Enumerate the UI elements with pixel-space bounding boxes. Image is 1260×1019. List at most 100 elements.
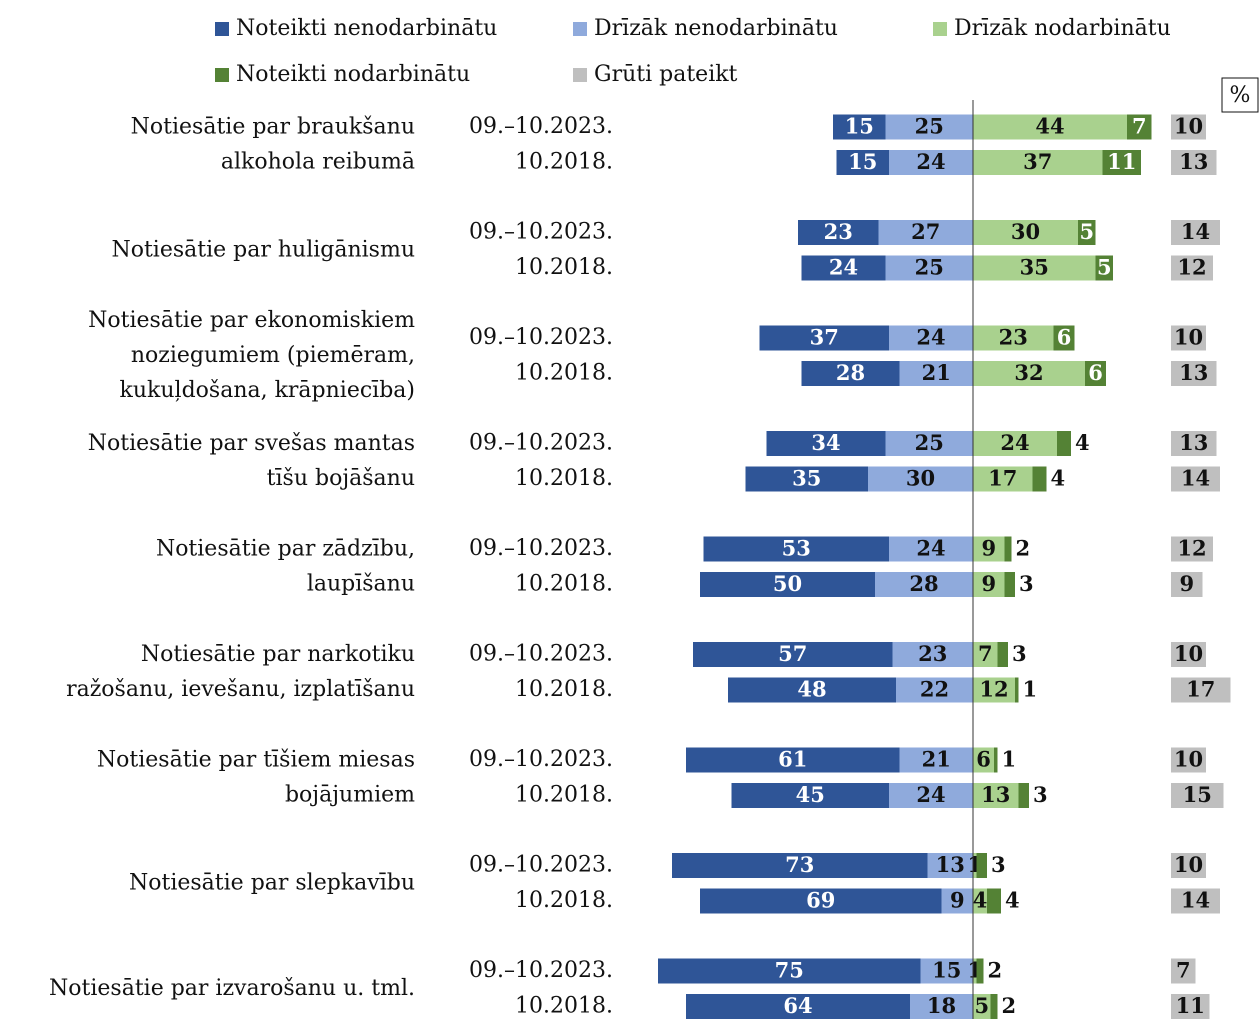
value-label: 13 xyxy=(1179,360,1208,385)
bar-segment xyxy=(1171,783,1224,808)
value-label: 12 xyxy=(1177,255,1206,280)
value-label: 12 xyxy=(979,677,1008,702)
period-label: 09.–10.2023. xyxy=(469,220,613,245)
bar-segment xyxy=(927,853,973,878)
value-label: 27 xyxy=(911,219,940,244)
bar-segment xyxy=(987,888,1001,914)
value-label: 44 xyxy=(1035,114,1064,139)
value-label: 24 xyxy=(916,149,945,174)
category-label: Notiesātie par braukšanu xyxy=(131,114,415,139)
category-label: Notiesātie par tīšiem miesas xyxy=(97,747,415,772)
period-label: 09.–10.2023. xyxy=(469,747,613,772)
bar-segment xyxy=(693,642,893,667)
bar-segment xyxy=(973,466,1033,492)
bar-segment xyxy=(1102,150,1141,175)
value-label: 28 xyxy=(836,360,865,385)
value-label: 7 xyxy=(1132,114,1147,139)
category-label: tīšu bojāšanu xyxy=(267,466,415,491)
category-label: alkohola reibumā xyxy=(221,149,415,174)
value-label: 6 xyxy=(1088,360,1103,385)
value-label: 9 xyxy=(981,536,996,561)
value-label: 37 xyxy=(1023,149,1052,174)
unit-label: % xyxy=(1230,83,1251,108)
bar-segment xyxy=(878,220,973,245)
category-label: Notiesātie par svešas mantas xyxy=(88,431,415,456)
category-label: Notiesātie par huligānismu xyxy=(111,237,415,262)
value-label: 10 xyxy=(1174,852,1203,877)
value-label: 69 xyxy=(806,888,835,913)
bar-segment xyxy=(875,572,973,597)
period-label: 10.2018. xyxy=(515,361,613,386)
period-label: 09.–10.2023. xyxy=(469,325,613,350)
period-label: 09.–10.2023. xyxy=(469,958,613,983)
bar-segment xyxy=(686,994,910,1019)
period-label: 10.2018. xyxy=(515,255,613,280)
bar-segment xyxy=(973,572,1005,597)
value-label: 24 xyxy=(829,255,858,280)
bar-segment xyxy=(798,220,879,245)
value-label: 2 xyxy=(988,958,1003,983)
value-label: 4 xyxy=(973,888,988,913)
value-label: 21 xyxy=(922,360,951,385)
period-label: 10.2018. xyxy=(515,150,613,175)
value-label: 13 xyxy=(981,782,1010,807)
bar-segment xyxy=(973,431,1057,456)
value-label: 25 xyxy=(915,255,944,280)
value-label: 50 xyxy=(773,571,802,596)
category-label: Notiesātie par narkotiku xyxy=(141,642,415,667)
bar-segment xyxy=(994,747,998,773)
value-label: 15 xyxy=(932,958,961,983)
bar-segment xyxy=(1171,888,1220,914)
bar-segment xyxy=(745,466,868,492)
bar-segment xyxy=(997,642,1008,667)
bar-segment xyxy=(896,677,973,703)
legend-label: Noteikti nenodarbinātu xyxy=(236,16,497,41)
bar-segment xyxy=(1085,361,1106,386)
bar-segment xyxy=(1171,466,1220,492)
value-label: 5 xyxy=(974,993,989,1018)
category-label: laupīšanu xyxy=(307,571,415,596)
value-label: 6 xyxy=(1057,325,1072,350)
value-label: 9 xyxy=(950,888,965,913)
value-label: 53 xyxy=(782,536,811,561)
bar-segment xyxy=(1057,431,1071,456)
bar-segment xyxy=(1171,677,1231,703)
bar-segment xyxy=(920,958,973,984)
legend-swatch xyxy=(215,68,229,82)
value-label: 13 xyxy=(936,852,965,877)
bar-segment xyxy=(1171,431,1217,456)
value-label: 28 xyxy=(909,571,938,596)
value-label: 30 xyxy=(906,466,935,491)
period-label: 10.2018. xyxy=(515,466,613,491)
legend-label: Drīzāk nenodarbinātu xyxy=(594,16,838,41)
category-label: Notiesātie par ekonomiskiem xyxy=(88,308,415,333)
bar-segment xyxy=(672,853,928,878)
legend-swatch xyxy=(933,22,947,36)
bar-segment xyxy=(801,255,886,281)
value-label: 4 xyxy=(1005,888,1020,913)
value-label: 15 xyxy=(845,114,874,139)
period-label: 09.–10.2023. xyxy=(469,431,613,456)
value-label: 30 xyxy=(1011,219,1040,244)
bar-segment xyxy=(973,114,1127,140)
value-label: 25 xyxy=(915,430,944,455)
period-label: 10.2018. xyxy=(515,888,613,913)
value-label: 1 xyxy=(1002,747,1017,772)
bar-segment xyxy=(1078,220,1096,245)
bar-segment xyxy=(889,536,973,562)
value-label: 6 xyxy=(976,747,991,772)
bar-segment xyxy=(910,994,973,1019)
category-label: bojājumiem xyxy=(285,782,415,807)
bar-segment xyxy=(1127,114,1152,140)
legend-swatch xyxy=(215,22,229,36)
bar-segment xyxy=(973,325,1054,351)
bar-segment xyxy=(1004,536,1012,562)
value-label: 75 xyxy=(775,958,804,983)
bar-segment xyxy=(801,361,900,386)
value-label: 4 xyxy=(1051,466,1066,491)
bar-segment xyxy=(759,325,889,351)
value-label: 7 xyxy=(1176,958,1191,983)
legend-label: Grūti pateikt xyxy=(594,62,738,87)
bar-segment xyxy=(686,747,900,773)
